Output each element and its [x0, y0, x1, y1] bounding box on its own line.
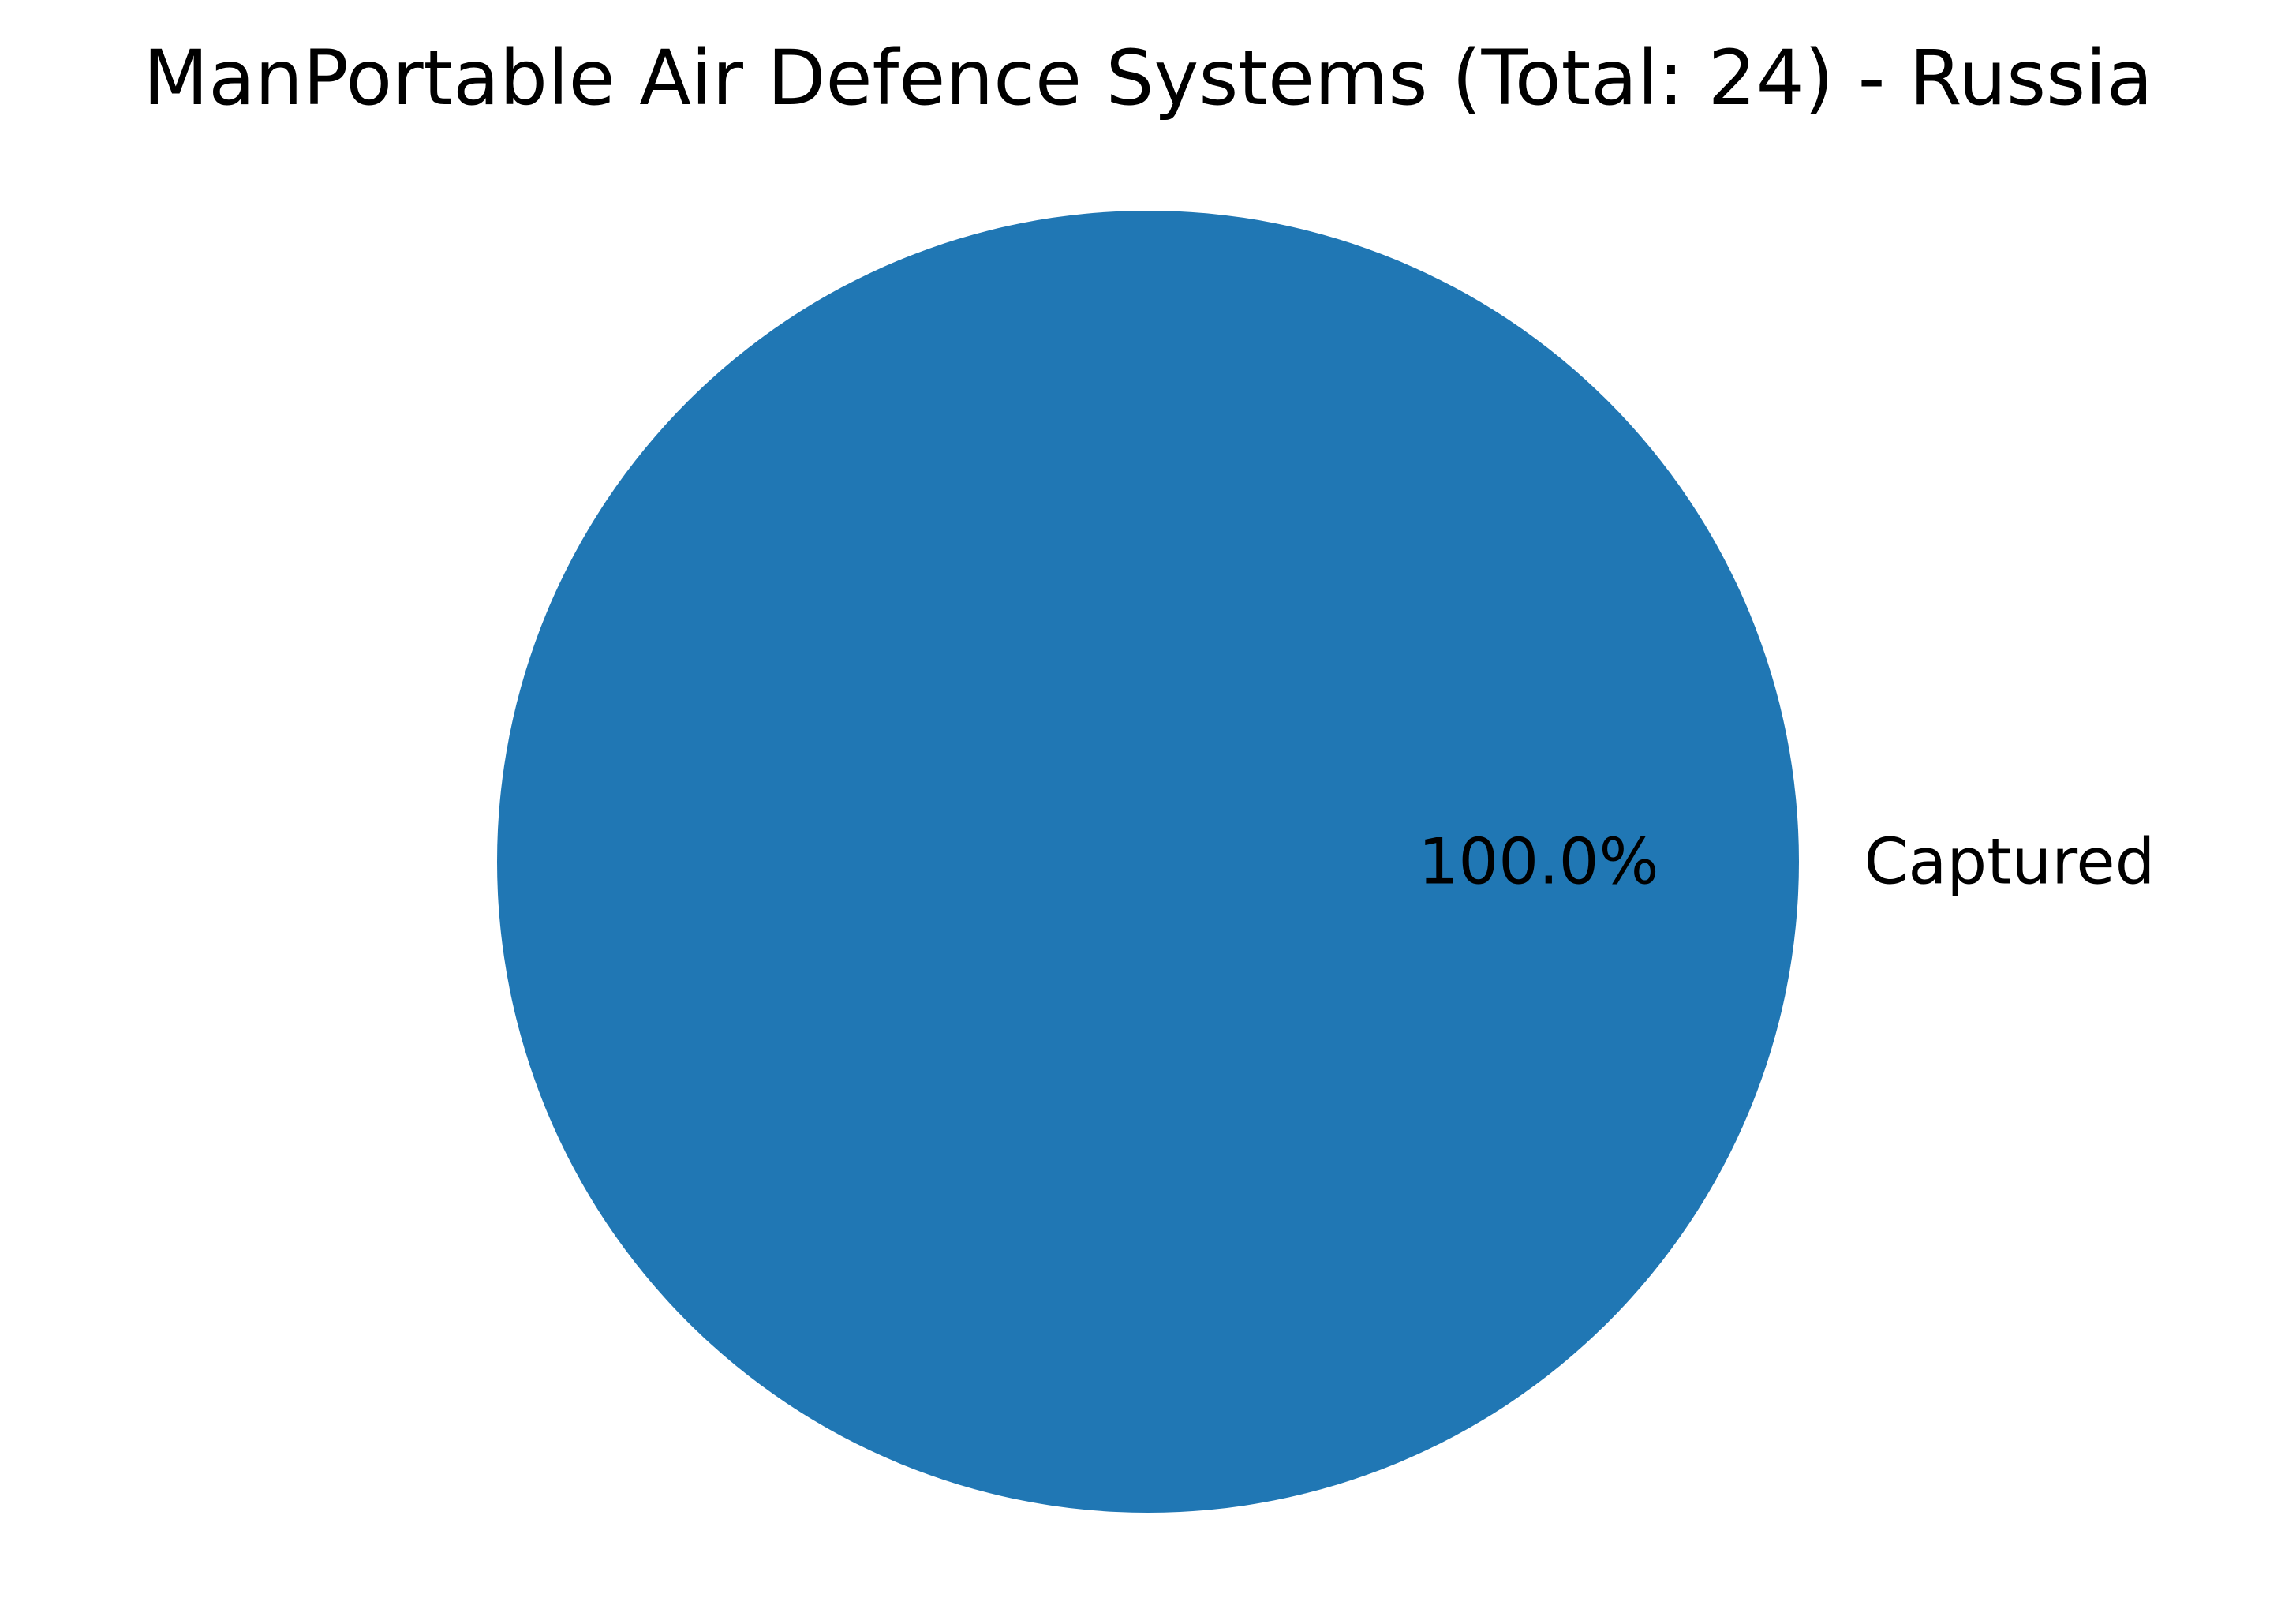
pie-slices: Captured 100.0%: [497, 211, 2155, 1513]
chart-title: ManPortable Air Defence Systems (Total: …: [143, 34, 2152, 122]
pie-slice-captured: [497, 211, 1799, 1513]
slice-label: Captured: [1864, 825, 2156, 899]
slice-percent-label: 100.0%: [1418, 825, 1658, 899]
